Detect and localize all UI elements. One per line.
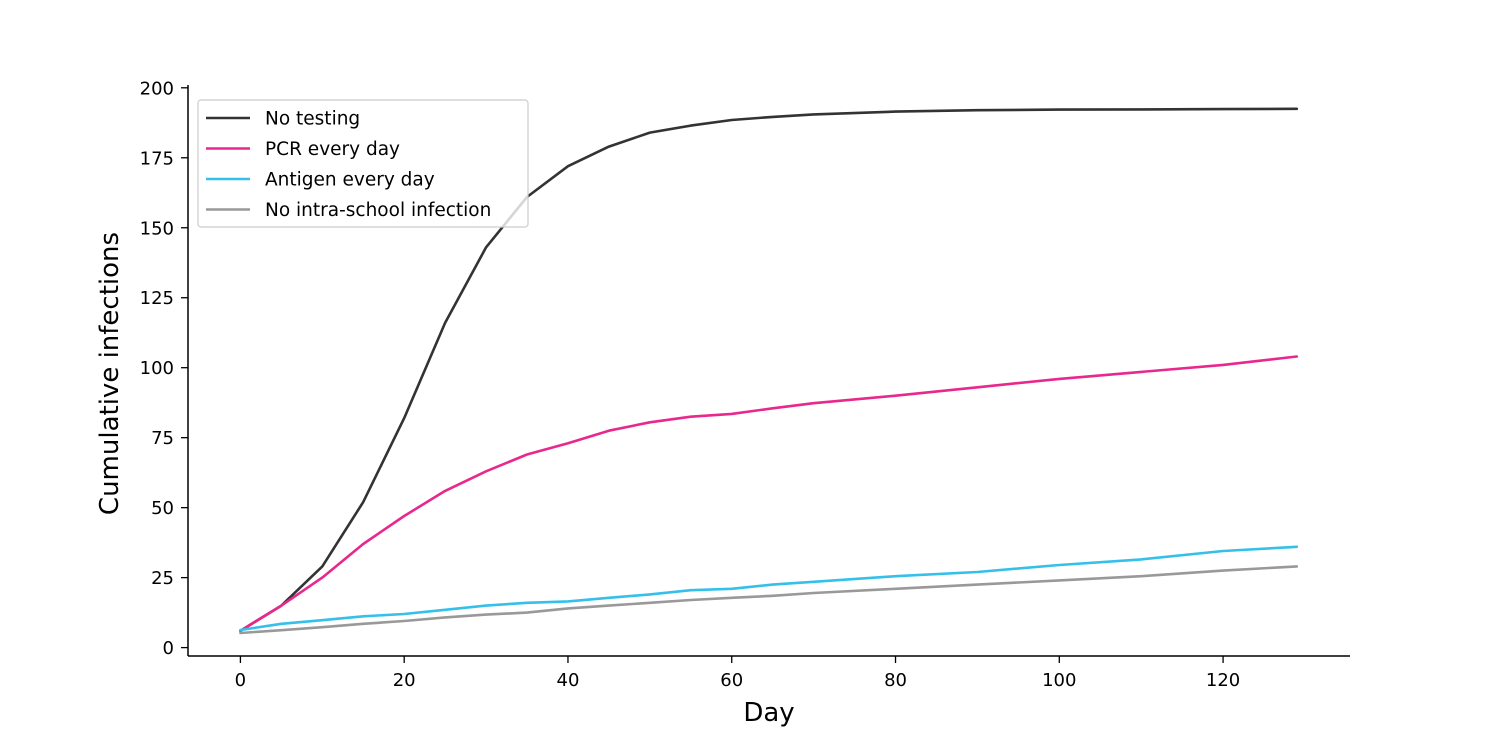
y-ticks: 0 25 50 75 100 125 150 175 200 — [140, 78, 188, 659]
y-tick-label: 200 — [140, 78, 174, 99]
x-tick-label: 20 — [393, 670, 416, 691]
legend-label-no-testing: No testing — [265, 109, 360, 130]
series-line-no-testing — [239, 107, 1299, 633]
y-tick-label: 175 — [140, 148, 174, 169]
x-axis-title: Day — [743, 698, 794, 728]
x-tick-label: 60 — [720, 670, 743, 691]
x-ticks: 0 20 40 60 80 100 120 — [235, 656, 1240, 691]
y-tick-label: 100 — [140, 358, 174, 379]
series-line-antigen-every-day — [239, 545, 1299, 632]
y-tick-label: 0 — [163, 638, 174, 659]
x-tick-label: 120 — [1206, 670, 1240, 691]
x-tick-label: 40 — [557, 670, 580, 691]
y-tick-label: 125 — [140, 288, 174, 309]
x-tick-label: 80 — [884, 670, 907, 691]
y-tick-label: 150 — [140, 218, 174, 239]
series-line-pcr-every-day — [239, 355, 1299, 633]
series-line-no-intra-school-infection — [239, 565, 1299, 635]
legend-label-antigen-every-day: Antigen every day — [265, 170, 435, 191]
legend: No testing PCR every day Antigen every day… — [197, 99, 529, 228]
y-tick-label: 50 — [151, 498, 174, 519]
axes — [187, 85, 1350, 657]
x-tick-label: 0 — [235, 670, 246, 691]
y-axis-title: Cumulative infections — [95, 232, 125, 515]
y-tick-label: 25 — [151, 568, 174, 589]
y-tick-label: 75 — [151, 428, 174, 449]
series-lines — [239, 107, 1299, 635]
legend-box — [197, 99, 529, 228]
legend-label-no-intra-school-infection: No intra-school infection — [265, 200, 491, 221]
x-tick-label: 100 — [1042, 670, 1076, 691]
legend-label-pcr-every-day: PCR every day — [265, 139, 400, 160]
